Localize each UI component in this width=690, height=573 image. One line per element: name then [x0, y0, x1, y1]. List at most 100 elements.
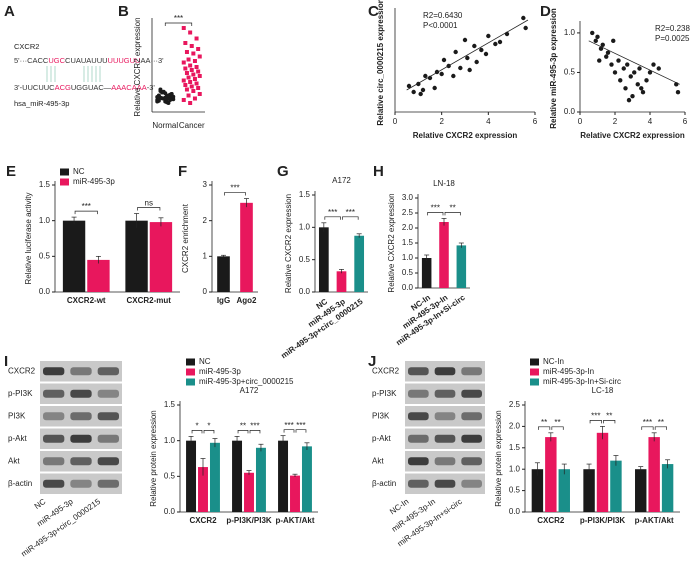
point	[169, 92, 174, 96]
blot-band	[43, 367, 65, 376]
legend-label: miR-495-3p-In+Si-circ	[543, 377, 621, 386]
point	[611, 38, 616, 44]
point	[632, 70, 637, 75]
significance-bracket	[444, 212, 461, 216]
blot-band	[461, 412, 482, 421]
point	[189, 84, 194, 89]
point	[192, 59, 197, 63]
point	[628, 74, 633, 79]
legend-label: miR-495-3p-In	[543, 367, 594, 376]
blot-row-label: β-actin	[372, 479, 396, 488]
x-tick-label: CXCR2-wt	[67, 296, 106, 305]
point	[183, 66, 188, 71]
x-tick-label: 6	[533, 117, 538, 126]
seq-part: UUUGUU	[108, 56, 141, 65]
seq-part: 5'···CACC	[14, 56, 49, 65]
y-axis-label: Relative protein expression	[149, 410, 158, 507]
point	[609, 62, 614, 67]
point	[188, 30, 193, 35]
blot-band	[97, 434, 119, 443]
blot-band	[408, 434, 429, 443]
x-tick-label: 2	[439, 117, 444, 126]
bar	[217, 256, 230, 292]
significance-label: **	[658, 418, 664, 427]
blot-band	[97, 367, 119, 376]
point	[166, 93, 171, 98]
blot-band	[434, 389, 456, 398]
point	[189, 44, 194, 48]
blot-band	[434, 412, 456, 421]
blot-band	[70, 389, 92, 398]
bar	[318, 227, 329, 292]
significance-label: **	[554, 418, 560, 427]
legend-swatch	[530, 368, 539, 376]
bar	[354, 235, 365, 292]
blot-band	[461, 434, 482, 443]
point	[637, 66, 642, 71]
blot-row-label: p-PI3K	[8, 389, 33, 398]
point	[479, 47, 484, 53]
bar	[456, 245, 467, 288]
y-tick-label: 0.0	[164, 507, 176, 516]
significance-label: ns	[145, 199, 153, 208]
point	[656, 66, 661, 71]
seq-part: ACG	[55, 83, 71, 92]
y-tick-label: 0.5	[564, 68, 576, 77]
blot-band	[408, 457, 429, 466]
bar	[198, 467, 208, 512]
significance-bracket	[164, 22, 193, 26]
point	[644, 78, 649, 83]
point	[186, 75, 191, 80]
point	[474, 59, 479, 65]
blot-band	[97, 389, 119, 398]
point	[423, 73, 428, 79]
chart-title: A172	[240, 386, 259, 395]
point	[451, 73, 456, 79]
significance-label: ***	[346, 208, 355, 217]
point	[192, 77, 197, 81]
significance-bracket	[137, 207, 161, 211]
significance-bracket	[203, 430, 215, 434]
significance-label: ***	[230, 184, 239, 193]
point	[418, 91, 423, 97]
y-tick-label: 2.5	[402, 208, 414, 217]
significance-bracket	[589, 420, 602, 424]
significance-bracket	[427, 212, 444, 216]
y-axis-label: Relative circ_0000215 expression	[376, 0, 385, 126]
point	[168, 98, 173, 102]
bar	[336, 271, 347, 292]
point	[497, 39, 503, 45]
blot-band	[43, 434, 65, 443]
significance-label: ***	[328, 208, 337, 217]
blot-band	[408, 389, 429, 398]
point	[590, 30, 595, 36]
legend-swatch	[530, 358, 539, 366]
significance-label: ***	[431, 204, 440, 213]
x-tick-label: p-PI3K/PI3K	[226, 516, 272, 525]
point	[625, 62, 630, 67]
legend-label: miR-495-3p	[73, 177, 115, 186]
panel-letter: D	[540, 3, 551, 20]
y-tick-label: 0.0	[402, 283, 414, 292]
point	[186, 57, 191, 62]
y-tick-label: 0	[203, 287, 208, 296]
blot-band	[461, 367, 482, 376]
significance-bracket	[342, 216, 359, 220]
point	[486, 33, 491, 39]
y-tick-label: 0.0	[564, 107, 576, 116]
bar	[186, 440, 197, 512]
blot-band	[43, 457, 65, 466]
legend-label: NC	[199, 357, 211, 366]
seq-part: UGC	[48, 56, 65, 65]
y-tick-label: 0.0	[299, 287, 311, 296]
significance-bracket	[295, 429, 307, 433]
legend-swatch	[186, 378, 195, 386]
legend-label: miR-495-3p+circ_0000215	[199, 377, 294, 386]
significance-label: **	[240, 421, 246, 430]
y-tick-label: 0.5	[39, 251, 51, 260]
point	[188, 80, 193, 84]
legend-label: miR-495-3p	[199, 367, 241, 376]
blot-band	[70, 479, 92, 488]
significance-bracket	[603, 420, 616, 424]
chart-title: LC-18	[592, 386, 614, 395]
